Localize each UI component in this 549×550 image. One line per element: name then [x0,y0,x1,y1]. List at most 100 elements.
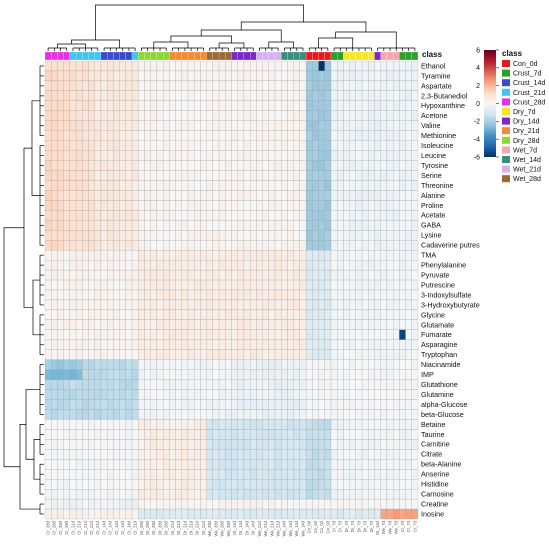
heatmap-cell [293,190,301,201]
column-label: Cr_14d [120,520,125,534]
heatmap-cell [51,349,58,360]
heatmap-cell [312,130,319,141]
heatmap-cell [312,279,319,291]
heatmap-cell [274,389,282,400]
heatmap-cell [411,130,419,141]
heatmap-cell [206,449,213,460]
heatmap-cell [374,299,381,311]
heatmap-cell [100,240,108,251]
heatmap-cell [231,250,238,261]
heatmap-cell [44,479,52,490]
heatmap-cell [94,339,102,350]
heatmap-cell [82,90,89,101]
heatmap-cell [411,359,419,370]
heatmap-cell [44,110,52,121]
heatmap-cell [156,240,164,251]
row-label: Glycine [421,310,445,319]
heatmap-cell [44,389,52,400]
heatmap-cell [82,180,89,191]
heatmap-cell [119,70,126,82]
heatmap-cell [411,349,419,360]
heatmap-cell [113,379,120,390]
heatmap-cell [44,299,52,311]
class-track-cell [324,51,332,61]
heatmap-cell [113,409,120,420]
heatmap-cell [51,419,58,430]
heatmap-cell [312,419,319,430]
heatmap-cell [187,110,195,121]
heatmap-cell [231,479,238,490]
heatmap-cell [237,170,245,181]
heatmap-cell [206,110,213,121]
heatmap-cell [386,120,394,131]
heatmap-cell [100,100,108,111]
heatmap-cell [343,299,350,311]
heatmap-cell [330,498,338,510]
heatmap-cell [194,359,201,370]
heatmap-cell [337,319,344,330]
heatmap-cell [131,190,139,201]
heatmap-cell [200,349,207,360]
heatmap-cell [305,508,313,520]
heatmap-cell [218,379,226,390]
heatmap-cell [349,299,356,311]
heatmap-cell [405,110,412,121]
heatmap-cell [243,220,251,231]
heatmap-cell [299,339,307,350]
heatmap-cell [262,190,269,201]
heatmap-cell [237,240,245,251]
heatmap-cell [312,240,319,251]
heatmap-cell [237,419,245,430]
column-label: We_7d [387,520,392,534]
heatmap-cell [355,90,363,101]
heatmap-cell [125,269,133,281]
heatmap-cell [318,70,325,82]
heatmap-cell [337,140,344,151]
heatmap-cell [69,110,77,121]
heatmap-cell [361,459,369,470]
column-label: Dr_7d [369,520,374,532]
heatmap-cell [119,60,126,72]
heatmap-cell [411,379,419,390]
heatmap-cell [125,170,133,181]
heatmap-cell [100,140,108,151]
heatmap-cell [51,279,58,291]
heatmap-cell [268,210,276,221]
heatmap-cell [293,319,301,330]
heatmap-cell [231,439,238,450]
heatmap-cell [162,419,170,430]
heatmap-cell [57,120,64,131]
heatmap-cell [237,120,245,131]
heatmap-cell [374,250,381,261]
heatmap-cell [330,508,338,520]
heatmap-cell [119,220,126,231]
heatmap-cell [281,329,288,340]
heatmap-cell [206,439,213,450]
heatmap-cell [194,459,201,470]
heatmap-cell [150,449,158,460]
heatmap-cell [337,279,344,291]
heatmap-cell [287,250,294,261]
heatmap-cell [138,100,145,111]
heatmap-cell [57,459,64,470]
color-key-tick-label: -4 [474,137,480,144]
heatmap-cell [256,399,263,410]
heatmap-cell [69,508,77,520]
heatmap-cell [231,489,238,500]
dendrogram-branch [268,41,295,48]
heatmap-cell [88,419,95,430]
heatmap-cell [231,240,238,251]
heatmap-cell [330,359,338,370]
column-label: Cr_28d [52,520,57,534]
heatmap-cell [262,90,269,101]
heatmap-cell [386,299,394,311]
heatmap-cell [287,279,294,291]
heatmap-cell [386,489,394,500]
heatmap-cell [131,90,139,101]
heatmap-cell [150,349,158,360]
heatmap-cell [150,489,158,500]
heatmap-cell [324,349,332,360]
heatmap-cell [212,489,220,500]
heatmap-cell [181,260,189,271]
heatmap-cell [82,80,89,91]
